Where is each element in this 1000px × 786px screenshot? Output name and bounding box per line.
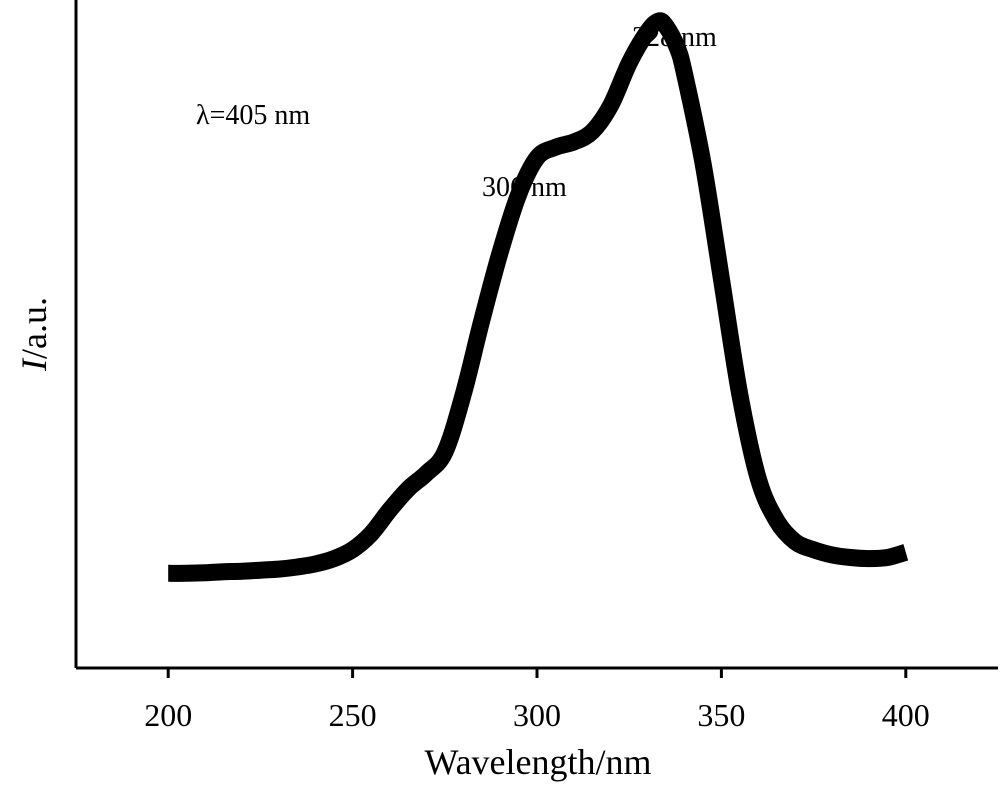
spectrum-line <box>168 12 909 582</box>
excitation-label: λ=405 nm <box>196 100 310 131</box>
x-axis-label: Wavelength/nm <box>424 742 651 782</box>
x-tick-labels: 200 250 300 350 400 <box>144 697 930 733</box>
x-tick-label: 350 <box>697 697 745 733</box>
peak-label: 328 nm <box>632 22 717 53</box>
y-axis-label-italic: I <box>14 357 54 372</box>
x-tick-label: 200 <box>144 697 192 733</box>
y-axis-label: I/a.u. <box>14 297 54 372</box>
x-ticks <box>166 668 908 678</box>
x-tick-label: 400 <box>882 697 930 733</box>
x-tick-label: 250 <box>329 697 377 733</box>
shoulder-label: 306 nm <box>482 172 567 203</box>
x-tick-label: 300 <box>513 697 561 733</box>
series-group <box>168 12 909 582</box>
y-axis-label-rest: /a.u. <box>14 297 54 359</box>
